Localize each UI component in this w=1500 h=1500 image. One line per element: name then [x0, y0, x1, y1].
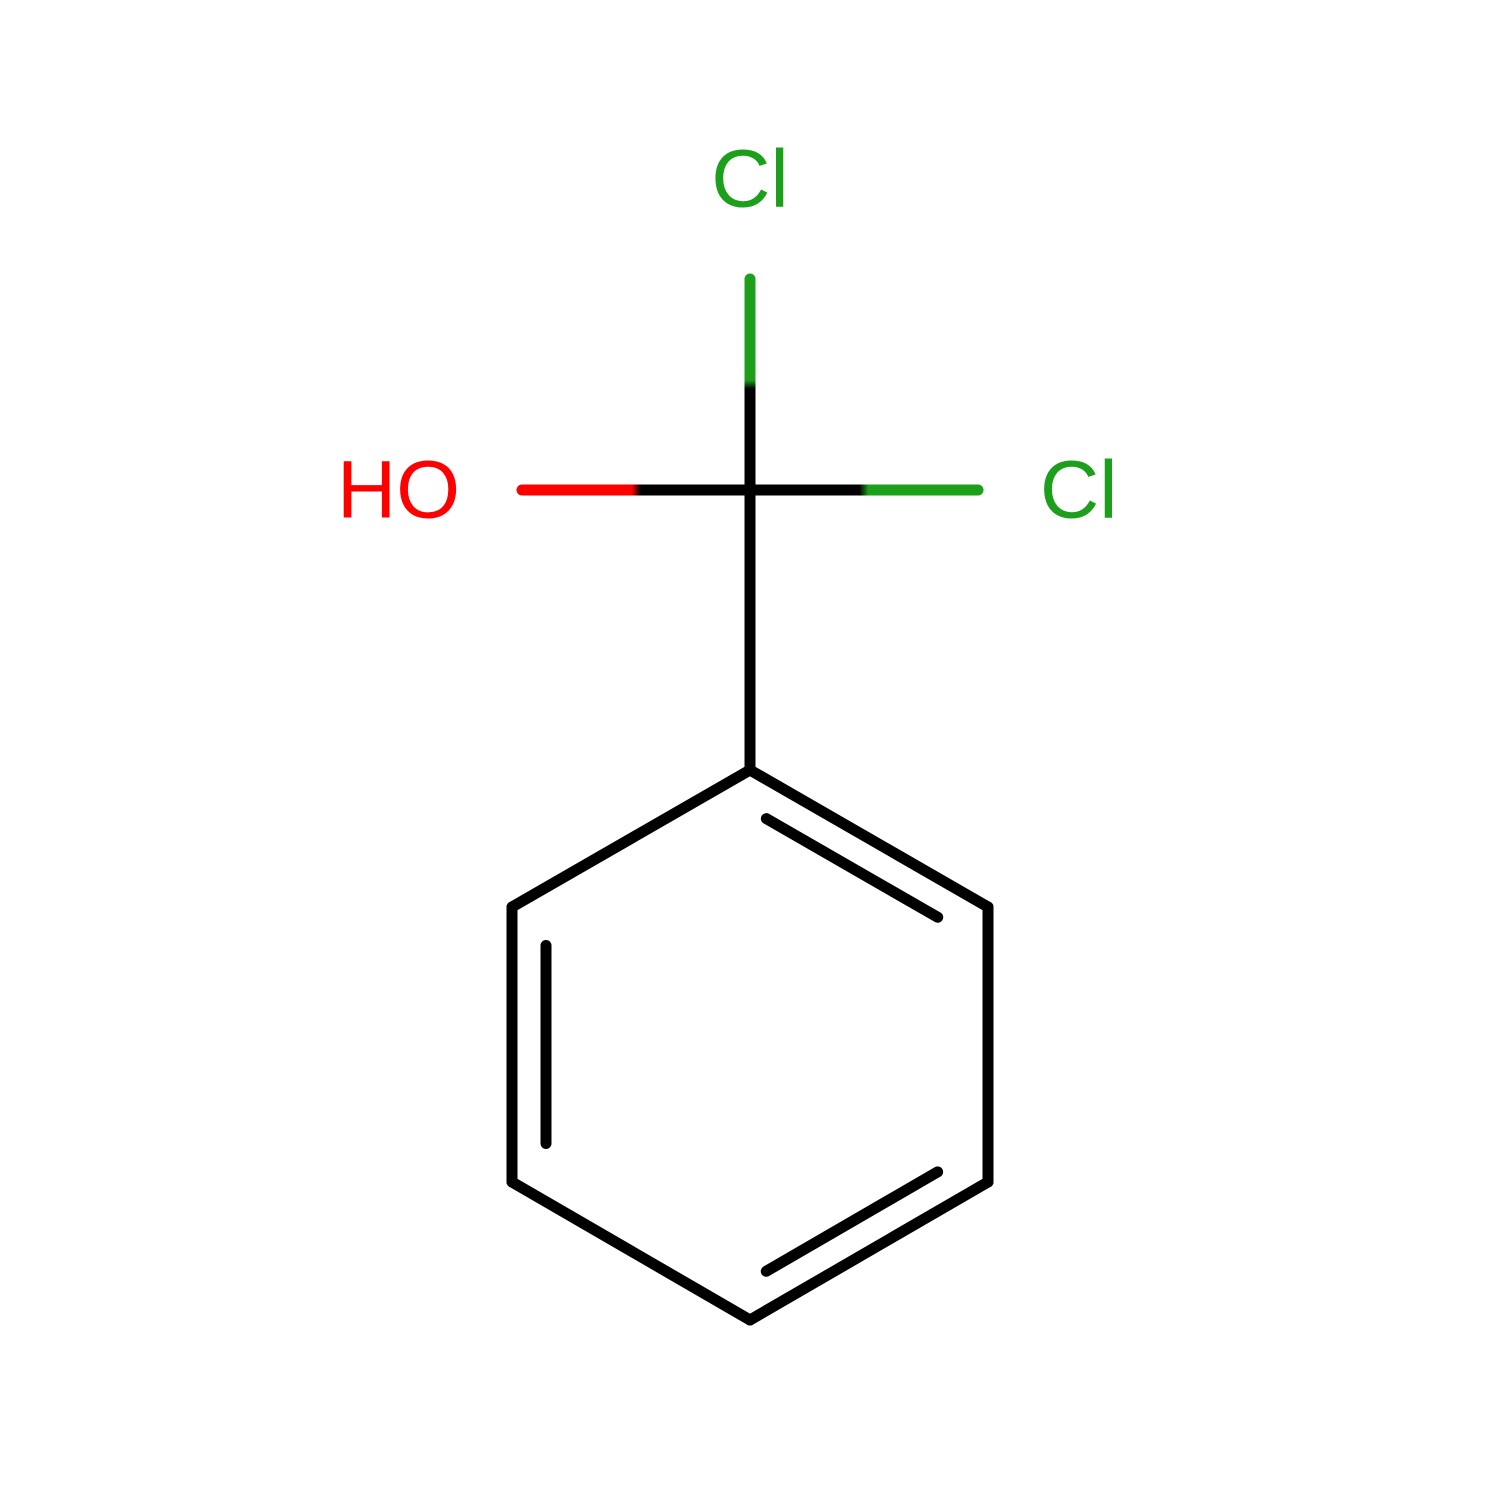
atom-labels-layer: Cl Cl HO [337, 134, 1117, 536]
bond [512, 1182, 750, 1320]
atom-label-cl: Cl [1040, 445, 1117, 536]
bond [512, 770, 750, 907]
atom-label-o: HO [337, 445, 460, 536]
bond [750, 770, 988, 907]
bonds-layer [512, 279, 988, 1320]
chemical-structure-diagram: Cl Cl HO [0, 0, 1500, 1500]
bond [750, 1182, 988, 1320]
atom-label-cl: Cl [711, 134, 788, 225]
